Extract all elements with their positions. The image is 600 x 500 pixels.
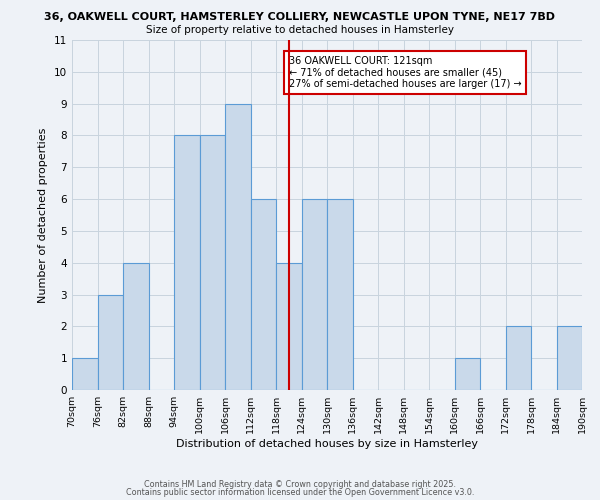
- Text: Size of property relative to detached houses in Hamsterley: Size of property relative to detached ho…: [146, 25, 454, 35]
- X-axis label: Distribution of detached houses by size in Hamsterley: Distribution of detached houses by size …: [176, 439, 478, 449]
- Bar: [225, 104, 251, 390]
- Bar: [251, 199, 276, 390]
- Bar: [455, 358, 480, 390]
- Bar: [123, 262, 149, 390]
- Bar: [174, 136, 199, 390]
- Bar: [276, 262, 302, 390]
- Bar: [199, 136, 225, 390]
- Bar: [97, 294, 123, 390]
- Bar: [505, 326, 531, 390]
- Text: Contains HM Land Registry data © Crown copyright and database right 2025.: Contains HM Land Registry data © Crown c…: [144, 480, 456, 489]
- Bar: [327, 199, 353, 390]
- Bar: [557, 326, 582, 390]
- Text: 36 OAKWELL COURT: 121sqm
← 71% of detached houses are smaller (45)
27% of semi-d: 36 OAKWELL COURT: 121sqm ← 71% of detach…: [289, 56, 521, 89]
- Text: Contains public sector information licensed under the Open Government Licence v3: Contains public sector information licen…: [126, 488, 474, 497]
- Bar: [302, 199, 327, 390]
- Y-axis label: Number of detached properties: Number of detached properties: [38, 128, 49, 302]
- Bar: [72, 358, 97, 390]
- Text: 36, OAKWELL COURT, HAMSTERLEY COLLIERY, NEWCASTLE UPON TYNE, NE17 7BD: 36, OAKWELL COURT, HAMSTERLEY COLLIERY, …: [44, 12, 556, 22]
